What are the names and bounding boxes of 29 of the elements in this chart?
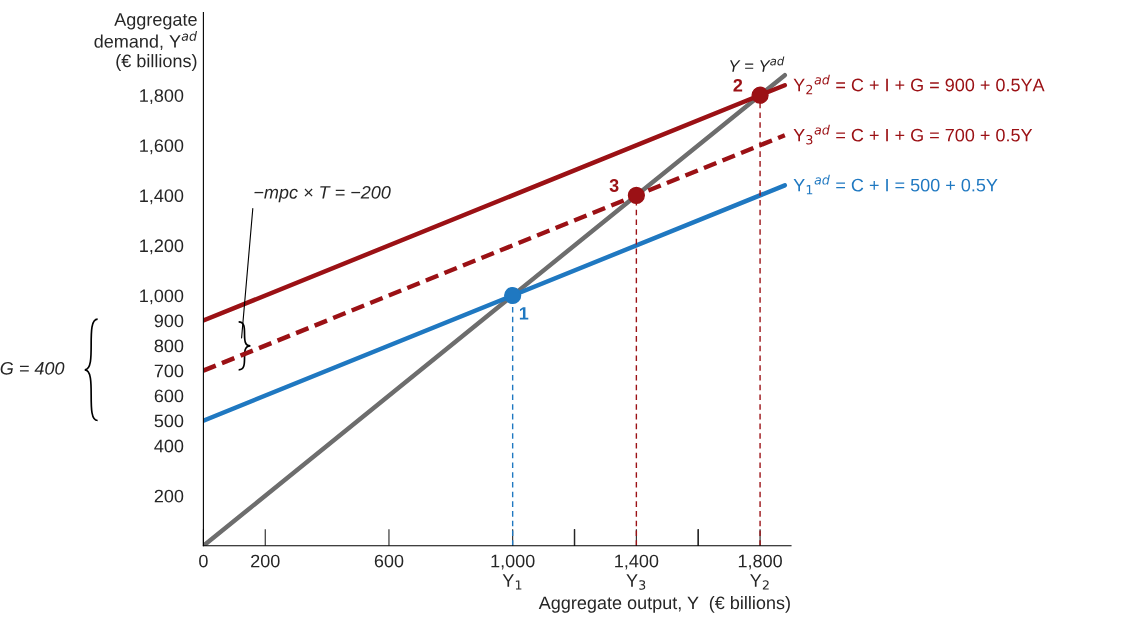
y-tick-label: 800 — [154, 339, 184, 353]
series-label: Y$_{3}$$^{ad}$ = C + I + G = 700 + 0.5Y — [793, 124, 1033, 145]
y-tick-label: 1,600 — [140, 139, 184, 155]
y-axis-title: Aggregate demand, Y$^{ad}$ (€ billions) — [94, 13, 198, 71]
x-tick-label: 600 — [374, 554, 404, 568]
y-tick-label: 200 — [154, 489, 184, 503]
x-tick-label: 1,000 Y$_{1}$ — [491, 554, 535, 590]
series-label: Y$_{2}$$^{ad}$ = C + I + G = 900 + 0.5YA — [793, 74, 1045, 95]
x-axis-title: Aggregate output, Y (€ billions) — [538, 595, 790, 613]
annotation: 2 — [733, 78, 743, 92]
y-tick-label: 1,200 — [140, 239, 184, 255]
y-tick-label: 1,400 — [140, 189, 184, 205]
y-tick-label: 900 — [154, 314, 184, 328]
x-tick-label: 1,400 Y$_{3}$ — [615, 554, 659, 590]
series-label: Y = Y$^{ad}$ — [730, 56, 785, 72]
y-tick-label: 700 — [154, 364, 184, 378]
x-tick-label: 200 — [251, 554, 280, 568]
x-tick-label: 0 — [199, 554, 208, 568]
y-tick-label: 1,000 — [140, 289, 184, 305]
text: G = 400 — [0, 361, 65, 375]
annotation: −mpc × T = −200 — [254, 185, 391, 203]
series-label: Y$_{1}$$^{ad}$ = C + I = 500 + 0.5Y — [793, 174, 998, 195]
y-tick-label: 500 — [154, 414, 184, 428]
annotation: 3 — [609, 179, 619, 192]
annotation: 1 — [519, 307, 529, 320]
y-tick-label: 400 — [154, 439, 184, 453]
y-tick-label: 1,800 — [140, 89, 184, 105]
x-tick-label: 1,800 Y$_{2}$ — [738, 554, 782, 590]
y-tick-label: 600 — [154, 389, 184, 403]
